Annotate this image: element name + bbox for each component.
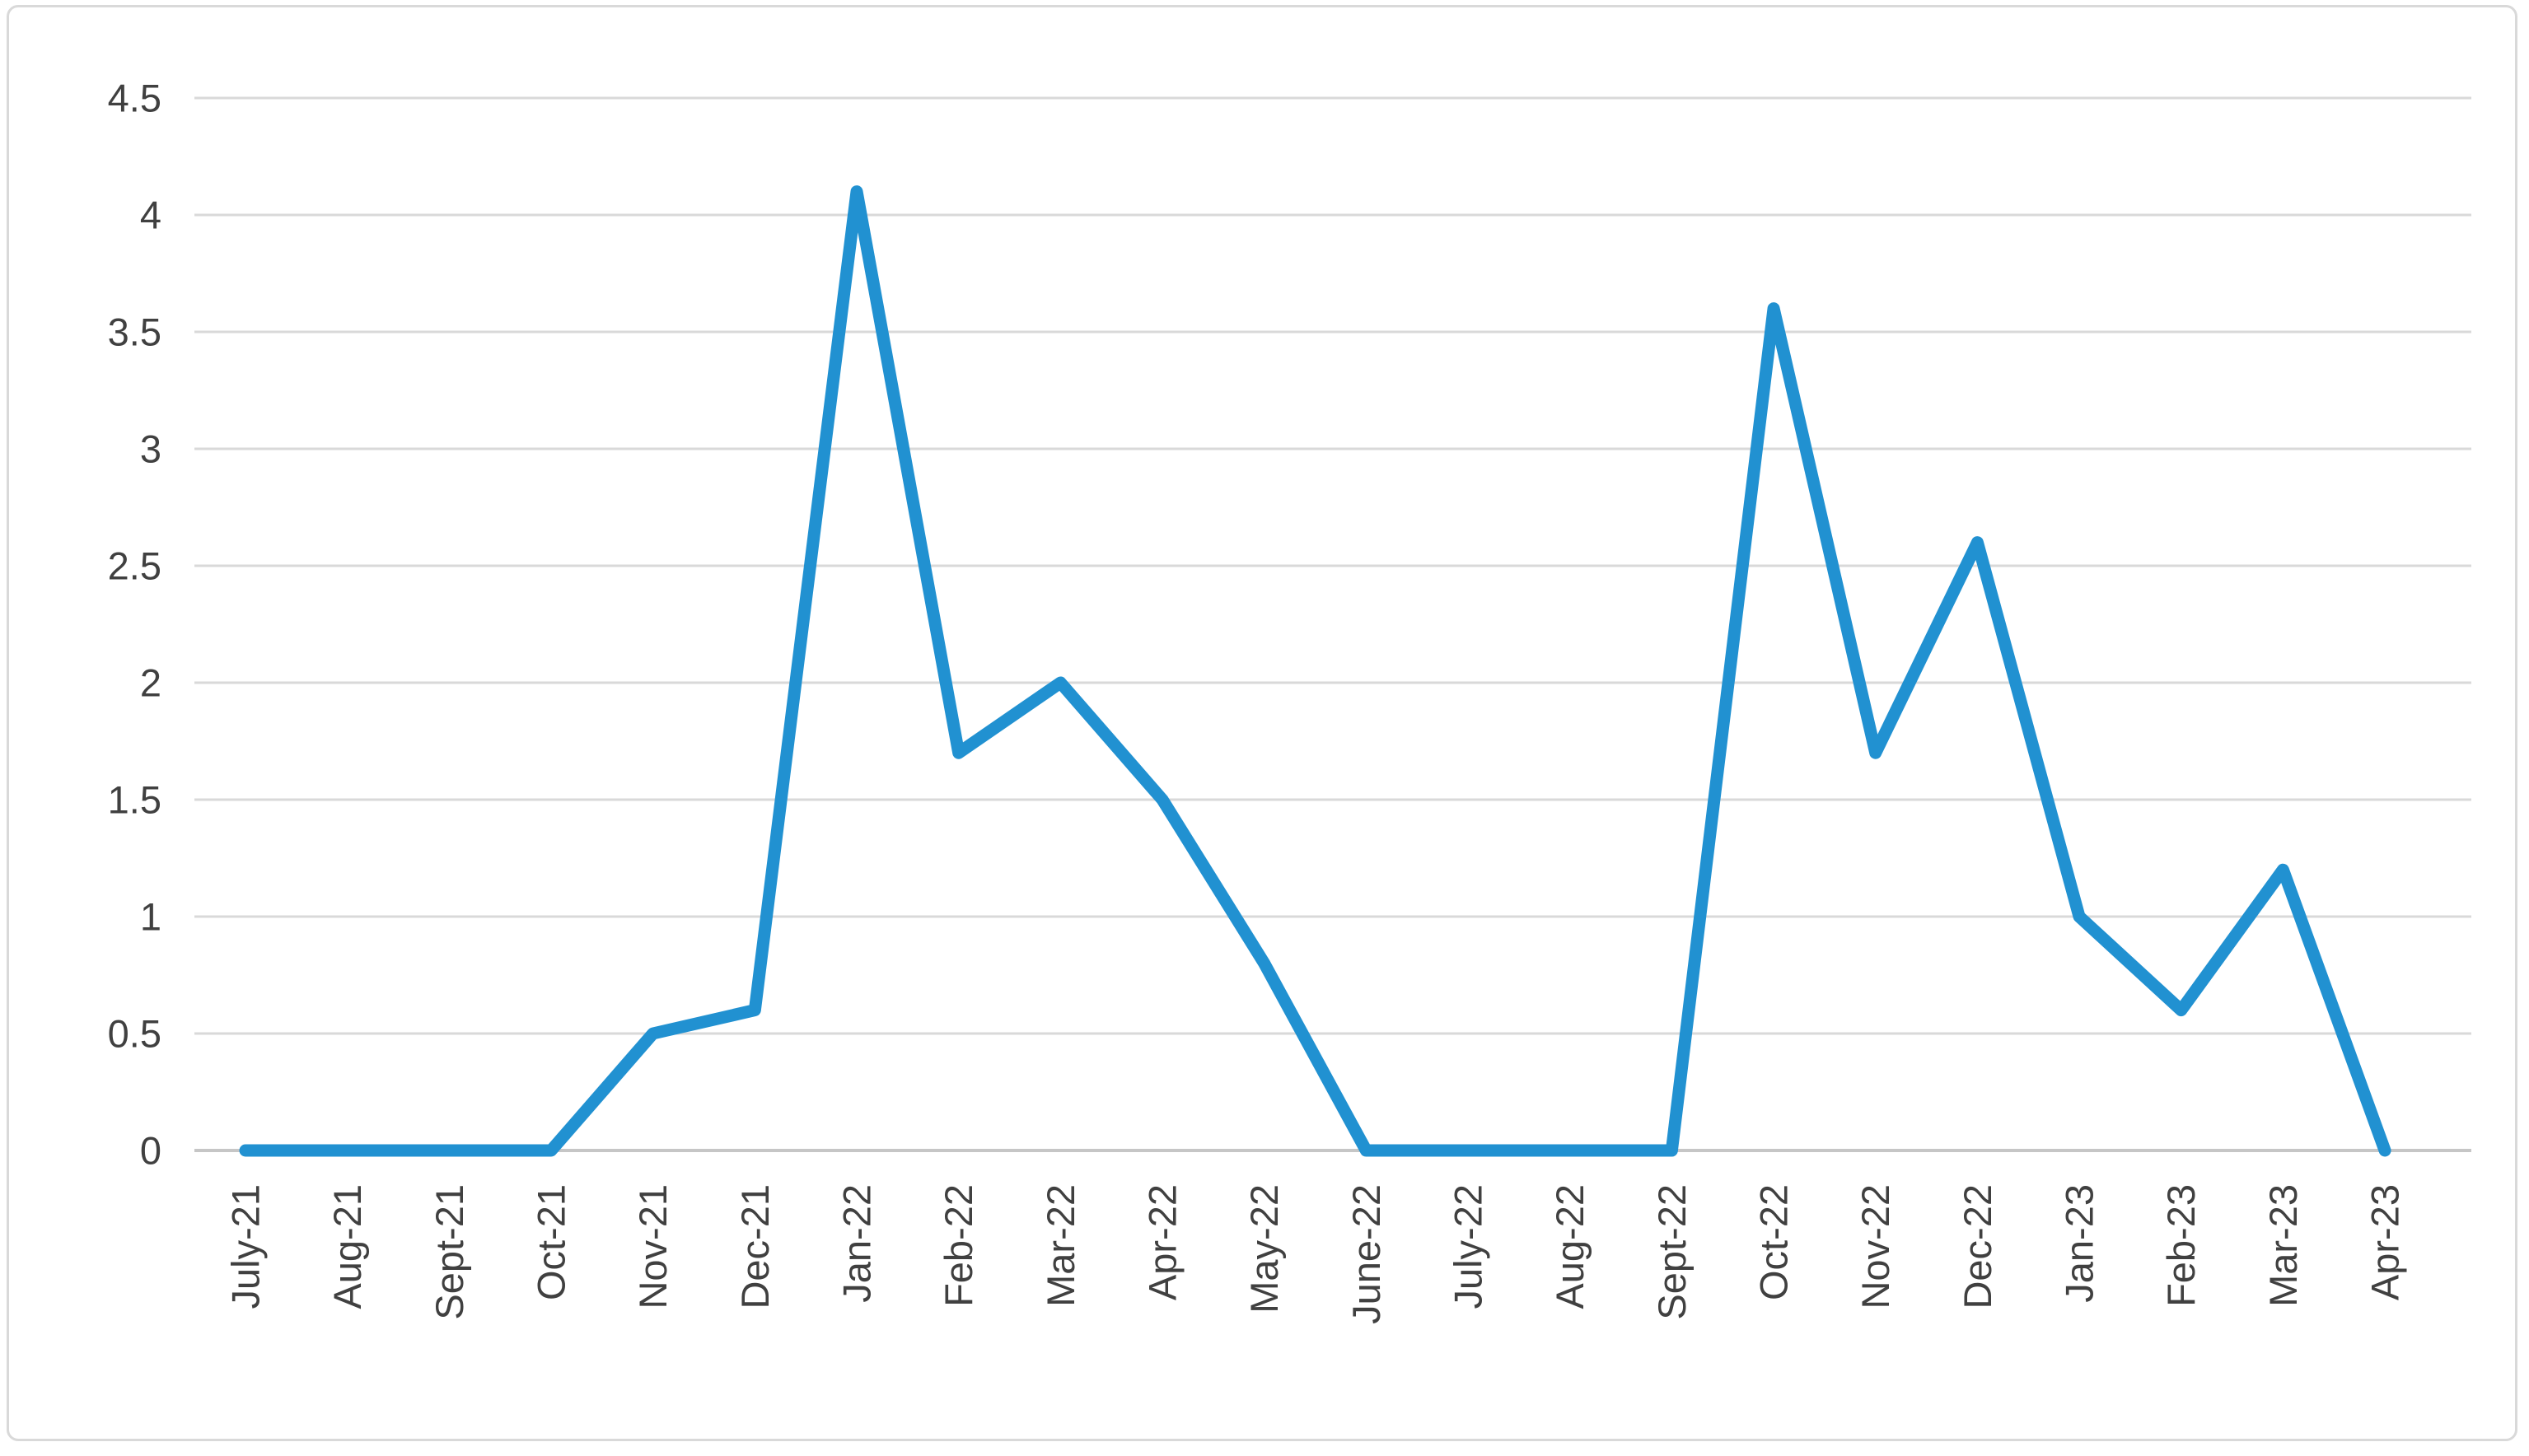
x-axis-tick-label: June-22 xyxy=(1344,1184,1388,1324)
y-axis-tick-label: 2.5 xyxy=(108,544,161,587)
y-axis-tick-label: 4.5 xyxy=(108,76,161,119)
y-axis-tick-label: 4 xyxy=(140,193,161,236)
x-axis-tick-label: Mar-22 xyxy=(1039,1184,1082,1307)
chart-frame xyxy=(7,5,2517,1441)
x-axis-tick-label: Oct-22 xyxy=(1752,1184,1796,1300)
x-axis-tick-label: Nov-21 xyxy=(631,1184,675,1309)
x-axis-tick-label: Jan-22 xyxy=(834,1184,878,1303)
x-axis-tick-label: Dec-21 xyxy=(733,1184,777,1309)
y-axis-tick-label: 3.5 xyxy=(108,310,161,353)
x-axis-tick-label: Sept-22 xyxy=(1650,1184,1694,1320)
x-axis-tick-label: Mar-23 xyxy=(2261,1184,2305,1307)
x-axis-tick-label: Aug-21 xyxy=(325,1184,369,1309)
data-series-line xyxy=(239,185,2391,1157)
x-axis-tick-label: Oct-21 xyxy=(529,1184,573,1300)
x-axis-tick-label: Dec-22 xyxy=(1956,1184,1999,1309)
y-axis-tick-label: 2 xyxy=(140,660,161,704)
x-axis-tick-label: Feb-23 xyxy=(2159,1184,2203,1307)
x-axis-tick-label: Aug-22 xyxy=(1548,1184,1592,1309)
x-axis-tick-label: Feb-22 xyxy=(937,1184,980,1307)
x-axis-tick-label: May-22 xyxy=(1242,1184,1286,1314)
x-axis-tick-label: Nov-22 xyxy=(1854,1184,1897,1309)
x-axis-tick-label: Apr-23 xyxy=(2363,1184,2407,1300)
x-axis-tick-label: Jan-23 xyxy=(2058,1184,2101,1303)
y-axis-tick-label: 0 xyxy=(140,1128,161,1172)
x-axis-tick-label: July-21 xyxy=(223,1184,267,1309)
y-axis-tick-label: 1.5 xyxy=(108,777,161,821)
x-axis-tick-label: Sept-21 xyxy=(428,1184,471,1320)
x-axis-tick-label: July-22 xyxy=(1446,1184,1489,1309)
x-axis-tick-label: Apr-22 xyxy=(1140,1184,1184,1300)
y-axis-tick-label: 0.5 xyxy=(108,1011,161,1055)
y-axis-tick-label: 3 xyxy=(140,427,161,470)
y-axis-tick-label: 1 xyxy=(140,894,161,938)
